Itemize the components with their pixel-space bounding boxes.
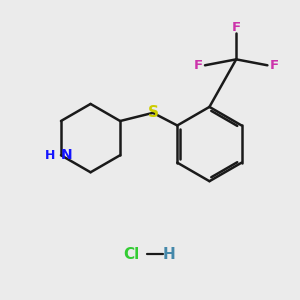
Text: F: F	[194, 59, 203, 72]
Text: H: H	[163, 247, 176, 262]
Text: Cl: Cl	[123, 247, 140, 262]
Text: F: F	[269, 59, 278, 72]
Text: H: H	[45, 149, 56, 162]
Text: F: F	[232, 21, 241, 34]
Text: S: S	[148, 105, 158, 120]
Text: N: N	[61, 148, 73, 162]
